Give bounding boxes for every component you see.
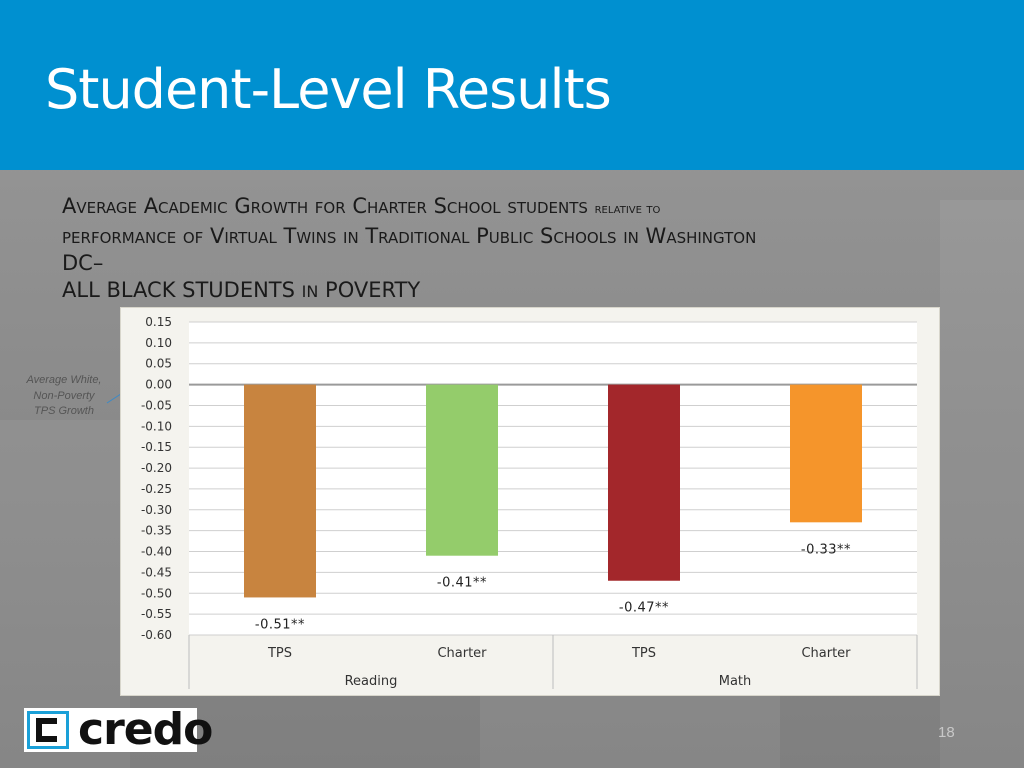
chart-subtitle: Average Academic Growth for Charter Scho… xyxy=(62,193,942,305)
category-label: TPS xyxy=(631,646,656,661)
y-tick-label: -0.35 xyxy=(141,524,172,538)
subtitle-line-2: performance of Virtual Twins in Traditio… xyxy=(62,224,757,248)
y-tick-label: 0.10 xyxy=(145,336,172,350)
y-tick-label: -0.15 xyxy=(141,440,172,454)
page-number: 18 xyxy=(938,724,955,741)
data-label: -0.51** xyxy=(255,617,305,632)
bar xyxy=(426,384,498,556)
category-label: TPS xyxy=(267,646,292,661)
y-tick-label: -0.50 xyxy=(141,586,172,600)
y-tick-label: -0.45 xyxy=(141,565,172,579)
y-tick-label: -0.55 xyxy=(141,607,172,621)
subtitle-line-4a: ALL BLACK STUDENTS xyxy=(62,278,295,302)
bar-chart: 0.15 0.10 0.05 0.00 -0.05 -0.10 -0.15 -0.20 -0.2… xyxy=(141,315,918,689)
y-tick-label: -0.05 xyxy=(141,398,172,412)
subtitle-line-1b: relative to xyxy=(594,201,661,217)
y-tick-label: -0.40 xyxy=(141,545,172,559)
y-tick-label: -0.10 xyxy=(141,419,172,433)
y-tick-label: -0.25 xyxy=(141,482,172,496)
credo-logo-mark-icon xyxy=(27,711,69,749)
data-label: -0.33** xyxy=(801,542,851,557)
subtitle-line-4b: IN xyxy=(301,282,319,301)
title-bar: Student-Level Results xyxy=(0,0,1024,170)
category-label: Charter xyxy=(801,646,851,661)
subtitle-line-4: ALL BLACK STUDENTS IN POVERTY xyxy=(62,277,942,305)
y-tick-label: 0.05 xyxy=(145,357,172,371)
credo-logo-text: credo xyxy=(78,704,213,755)
y-tick-label: -0.60 xyxy=(141,628,172,642)
page-title: Student-Level Results xyxy=(45,58,612,121)
chart-panel: 0.15 0.10 0.05 0.00 -0.05 -0.10 -0.15 -0.20 -0.2… xyxy=(120,307,940,696)
bar xyxy=(244,384,316,598)
subtitle-line-1: Average Academic Growth for Charter Scho… xyxy=(62,193,942,223)
data-label: -0.41** xyxy=(437,576,487,591)
subtitle-line-4c: POVERTY xyxy=(325,278,421,302)
bar xyxy=(608,384,680,581)
bar xyxy=(790,384,862,523)
category-label: Charter xyxy=(437,646,487,661)
baseline-annotation: Average White, Non-Poverty TPS Growth xyxy=(26,374,102,417)
subtitle-line-3: DC– xyxy=(62,251,104,275)
y-tick-label: 0.15 xyxy=(145,315,172,329)
background-building-center xyxy=(480,694,780,768)
group-label: Reading xyxy=(345,674,398,689)
y-tick-label: -0.30 xyxy=(141,503,172,517)
group-label: Math xyxy=(719,674,752,689)
background-building-right xyxy=(940,200,1024,768)
data-label: -0.47** xyxy=(619,601,669,616)
subtitle-line-1a: Average Academic Growth for Charter Scho… xyxy=(62,194,588,218)
credo-logo: credo xyxy=(24,704,213,755)
y-tick-label: -0.20 xyxy=(141,461,172,475)
y-tick-label: 0.00 xyxy=(145,378,172,392)
